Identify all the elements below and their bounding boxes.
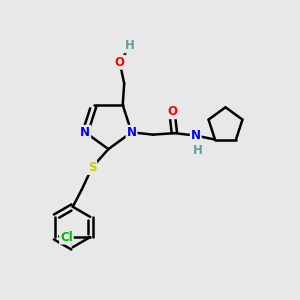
Text: Cl: Cl	[60, 231, 73, 244]
Text: N: N	[127, 126, 136, 139]
Text: N: N	[191, 129, 201, 142]
Text: O: O	[167, 105, 177, 118]
Text: N: N	[80, 126, 90, 139]
Text: H: H	[125, 39, 135, 52]
Text: O: O	[115, 56, 125, 69]
Text: S: S	[88, 161, 96, 174]
Text: H: H	[193, 145, 203, 158]
